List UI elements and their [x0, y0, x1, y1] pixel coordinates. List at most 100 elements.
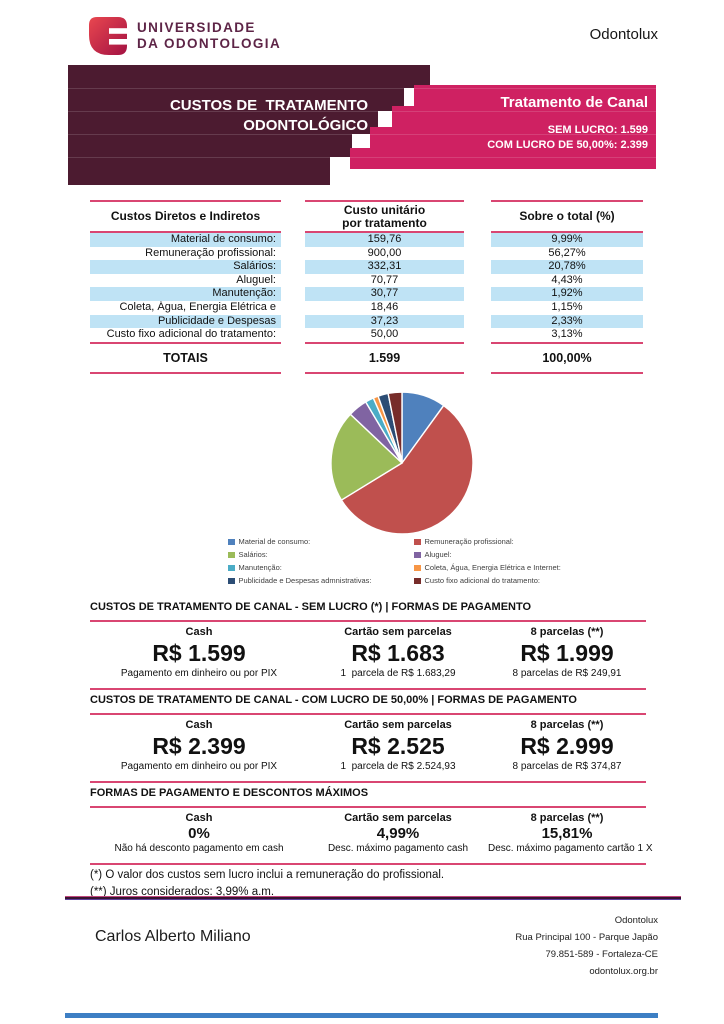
logo-line2: DA ODONTOLOGIA	[137, 36, 282, 51]
cost-row-value: 159,76	[305, 233, 464, 247]
payment-section-title: CUSTOS DE TRATAMENTO DE CANAL - COM LUCR…	[90, 694, 577, 706]
payment-amount: R$ 2.999	[520, 733, 614, 759]
payment-column: Cartão sem parcelas R$ 1.683 1 parcela de …	[308, 625, 488, 682]
university-logo: UNIVERSIDADE DA ODONTOLOGIA	[88, 16, 281, 56]
cost-row-label: Aluguel:	[236, 273, 276, 286]
cost-row-label: Remuneração profissional:	[145, 246, 276, 259]
payment-note: 1 parcela de R$ 2.524,93	[340, 761, 456, 772]
cost-row-percent: 9,99%	[491, 233, 643, 247]
cost-row-label: Salários:	[90, 260, 281, 274]
table-rule	[491, 341, 643, 344]
legend-item: Material de consumo:	[228, 537, 414, 547]
pie-slice	[387, 391, 403, 464]
payment-note: Pagamento em dinheiro ou por PIX	[120, 668, 278, 679]
footer-address1: Rua Principal 100 - Parque Japão	[515, 932, 658, 943]
payment-column-header: Cash	[185, 626, 213, 638]
payment-columns: Cash 0% Não há desconto pagamento em cash C…	[90, 808, 653, 857]
bottom-accent-bar	[65, 1013, 658, 1018]
payment-section: CUSTOS DE TRATAMENTO DE CANAL - SEM LUCR…	[90, 600, 646, 690]
footnote-2: (**) Juros considerados: 3,99% a.m.	[90, 886, 275, 898]
payment-section: FORMAS DE PAGAMENTO E DESCONTOS MÁXIMOS C…	[90, 786, 653, 865]
cost-row-value: 900,00	[367, 246, 402, 259]
footer-company: Odontolux	[614, 915, 658, 926]
costs-column-labels: Custos Diretos e Indiretos Material de c…	[90, 200, 281, 374]
cost-row-value: 50,00	[370, 328, 399, 341]
legend-label: Aluguel:	[424, 550, 452, 559]
payment-column: Cash R$ 2.399 Pagamento em dinheiro ou por…	[90, 718, 308, 775]
table-rule	[90, 200, 281, 202]
cost-row-percent: 3,13%	[551, 328, 583, 341]
professional-name: Carlos Alberto Miliano	[95, 928, 251, 945]
payment-note: Não há desconto pagamento em cash	[114, 843, 284, 854]
payment-amount: 0%	[188, 825, 210, 842]
university-logo-text: UNIVERSIDADE DA ODONTOLOGIA	[137, 20, 281, 52]
table-rule	[90, 341, 281, 344]
payment-column-header: 8 parcelas (**)	[530, 626, 604, 638]
banner-divider-line	[68, 134, 656, 135]
table-rule	[90, 371, 281, 374]
payment-note: 8 parcelas de R$ 374,87	[512, 761, 622, 772]
payment-section: CUSTOS DE TRATAMENTO DE CANAL - COM LUCR…	[90, 693, 646, 783]
legend-item: Remuneração profissional:	[414, 537, 578, 547]
payment-column: Cartão sem parcelas R$ 2.525 1 parcela de …	[308, 718, 488, 775]
payment-sections-list: CUSTOS DE TRATAMENTO DE CANAL - SEM LUCR…	[90, 600, 653, 865]
legend-label: Material de consumo:	[238, 537, 311, 546]
banner-divider-line	[68, 111, 656, 112]
legend-item: Coleta, Água, Energia Elétrica e Interne…	[414, 563, 578, 573]
legend-item: Publicidade e Despesas admnistrativas:	[228, 576, 414, 586]
section-rule	[90, 713, 646, 715]
cost-row-label: Custo fixo adicional do tratamento:	[106, 328, 276, 341]
payment-note: Pagamento em dinheiro ou por PIX	[120, 761, 278, 772]
section-rule	[90, 781, 646, 783]
payment-column-header: Cartão sem parcelas	[344, 719, 452, 731]
table-rule	[491, 371, 643, 374]
payment-note: 1 parcela de R$ 1.683,29	[340, 668, 456, 679]
payment-amount: 15,81%	[541, 825, 593, 842]
legend-item: Custo fixo adicional do tratamento:	[414, 576, 578, 586]
column-header: Sobre o total (%)	[519, 209, 615, 223]
banner-right-block: Tratamento de Canal SEM LUCRO: 1.599 COM…	[368, 94, 648, 153]
legend-swatch	[228, 551, 235, 559]
pie-chart	[330, 391, 474, 535]
payment-amount: R$ 1.599	[152, 640, 246, 666]
footer-website: odontolux.org.br	[589, 966, 658, 977]
footer-contact-block: Odontolux Rua Principal 100 - Parque Jap…	[515, 912, 658, 980]
legend-label: Custo fixo adicional do tratamento:	[424, 576, 540, 585]
cost-row-label: Manutenção:	[90, 287, 281, 301]
price-com-lucro: COM LUCRO DE 50,00%: 2.399	[487, 139, 648, 151]
footnote-1: (*) O valor dos custos sem lucro inclui …	[90, 869, 445, 881]
table-rule	[491, 200, 643, 202]
table-rule	[305, 371, 464, 374]
legend-item: Salários:	[228, 550, 414, 560]
cost-row-percent: 4,43%	[551, 273, 583, 286]
section-rule	[90, 806, 646, 808]
pie-slice	[330, 413, 404, 502]
pie-legend: Material de consumo: Remuneração profissi…	[228, 537, 578, 586]
payment-column-header: Cartão sem parcelas	[344, 626, 452, 638]
payment-columns: Cash R$ 1.599 Pagamento em dinheiro ou por…	[90, 622, 646, 682]
totals-value: 1.599	[368, 350, 401, 365]
payment-column-header: 8 parcelas (**)	[530, 719, 604, 731]
payment-column-header: Cash	[185, 719, 213, 731]
totals-percent: 100,00%	[542, 350, 592, 365]
totals-label: TOTAIS	[163, 350, 208, 365]
legend-swatch	[228, 538, 235, 546]
banner-price-lines: SEM LUCRO: 1.599 COM LUCRO DE 50,00%: 2.…	[368, 123, 648, 153]
legend-label: Coleta, Água, Energia Elétrica e Interne…	[424, 563, 561, 572]
table-rule	[90, 231, 281, 233]
table-rule	[305, 200, 464, 202]
cost-row-value: 70,77	[370, 273, 399, 286]
table-rule	[305, 231, 464, 233]
payment-note: Desc. máximo pagamento cash	[327, 843, 469, 854]
table-rule	[491, 231, 643, 233]
column-header: Custo unitário por tratamento	[342, 202, 427, 230]
section-rule	[90, 620, 646, 622]
payment-note: Desc. máximo pagamento cartão 1 X	[488, 843, 653, 854]
cost-row-value: 332,31	[305, 260, 464, 274]
cost-row-percent: 20,78%	[491, 260, 643, 274]
payment-amount: 4,99%	[376, 825, 420, 842]
banner-divider-line	[68, 88, 656, 89]
payment-column: Cash 0% Não há desconto pagamento em cash	[90, 811, 308, 857]
legend-swatch	[414, 538, 421, 546]
payment-column-header: 8 parcelas (**)	[530, 812, 604, 824]
